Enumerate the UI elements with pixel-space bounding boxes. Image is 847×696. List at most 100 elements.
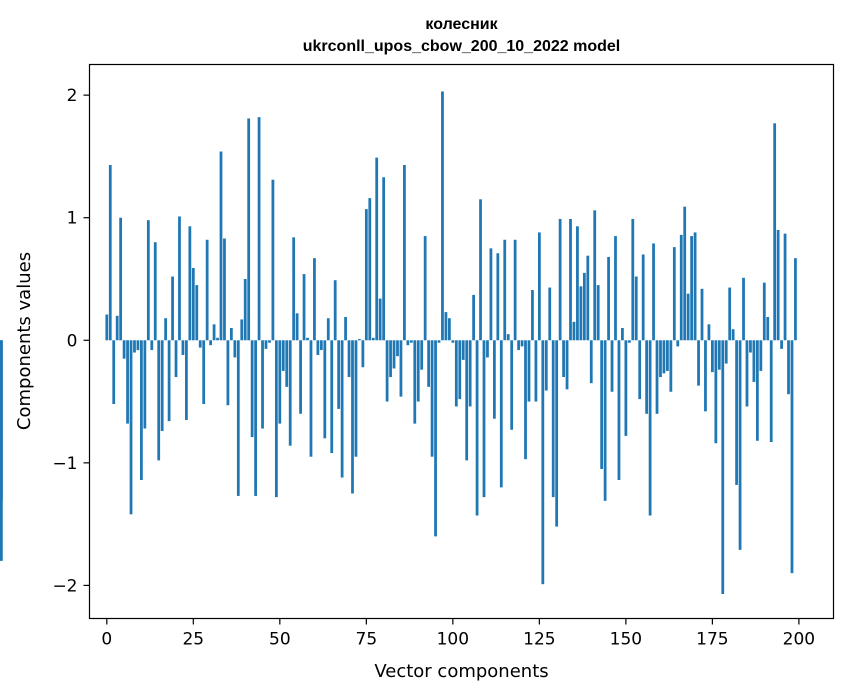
bar (382, 177, 386, 341)
y-axis-ticks: −2 −1 0 1 2 (52, 86, 90, 596)
bar (243, 278, 247, 341)
bar (759, 340, 763, 371)
bar (569, 218, 572, 341)
bar (790, 340, 794, 574)
bar (423, 236, 427, 341)
bar (157, 340, 161, 461)
bar (160, 340, 164, 431)
bar (285, 340, 289, 387)
bar (700, 288, 704, 341)
bar (416, 340, 420, 402)
bar (596, 285, 600, 341)
bar (676, 340, 680, 347)
bar (652, 243, 655, 341)
bar (274, 340, 278, 498)
bar (679, 234, 683, 341)
bar (697, 340, 700, 386)
bar (226, 340, 230, 406)
bar (576, 226, 579, 341)
bar (240, 319, 244, 341)
bar (178, 216, 181, 341)
x-tick-label: 50 (269, 630, 291, 650)
bar (520, 340, 524, 347)
bar (472, 294, 475, 341)
bar (683, 206, 687, 341)
bar (510, 340, 514, 430)
bar (614, 236, 617, 341)
bar (562, 340, 565, 378)
bar (534, 340, 538, 402)
bar (389, 340, 392, 378)
bar (136, 340, 140, 351)
bar (358, 339, 361, 341)
bar (185, 340, 188, 420)
bar (288, 340, 292, 446)
bar (333, 280, 337, 341)
bar (755, 340, 759, 441)
bar (299, 340, 302, 414)
bar (198, 340, 202, 348)
x-tick-label: 175 (696, 630, 728, 650)
bar (579, 286, 583, 341)
bar (281, 340, 285, 371)
bar (430, 340, 434, 457)
bar (468, 340, 472, 407)
bar (551, 340, 555, 498)
bar (555, 340, 559, 527)
x-tick-label: 200 (783, 630, 815, 650)
bar (181, 340, 185, 355)
bar (437, 340, 441, 343)
bar (745, 340, 749, 407)
bar (223, 238, 226, 341)
bar (724, 340, 728, 364)
bar (257, 117, 261, 341)
bar (475, 340, 479, 516)
bar (662, 340, 666, 374)
bar (427, 340, 431, 387)
bar (648, 340, 652, 516)
bar (108, 165, 112, 341)
bar (517, 340, 520, 351)
y-tick-label: 2 (67, 86, 78, 106)
bar (254, 340, 257, 496)
bar (302, 274, 306, 341)
bar (309, 340, 313, 457)
bar (406, 340, 410, 346)
bar (0, 340, 3, 561)
bar (465, 340, 469, 461)
bar (565, 340, 569, 390)
bar (229, 328, 233, 341)
y-tick-label: −2 (52, 576, 77, 596)
bar (548, 287, 552, 341)
x-tick-label: 150 (610, 630, 642, 650)
bar (378, 298, 382, 341)
x-tick-label: 100 (437, 630, 469, 650)
bar (531, 290, 534, 341)
bar (537, 232, 541, 341)
bar (787, 340, 790, 395)
bar (164, 318, 168, 341)
bar (306, 337, 309, 341)
bar (216, 337, 219, 341)
bar (738, 340, 742, 550)
bar (634, 276, 638, 341)
bar (434, 340, 437, 537)
bar (167, 340, 171, 422)
bar (645, 340, 649, 414)
bar (146, 220, 150, 341)
bar (489, 248, 493, 341)
bar (669, 340, 673, 392)
bar (721, 340, 725, 594)
bar (375, 157, 379, 341)
bar (233, 340, 237, 358)
x-axis-ticks: 0 25 50 75 100 125 150 175 200 (101, 618, 815, 650)
x-tick-label: 125 (523, 630, 555, 650)
bar (399, 340, 403, 397)
bars-group (0, 91, 797, 594)
bar (264, 340, 268, 349)
bar (420, 340, 424, 370)
bar (672, 247, 676, 341)
bar (486, 340, 489, 358)
bar (627, 340, 631, 343)
